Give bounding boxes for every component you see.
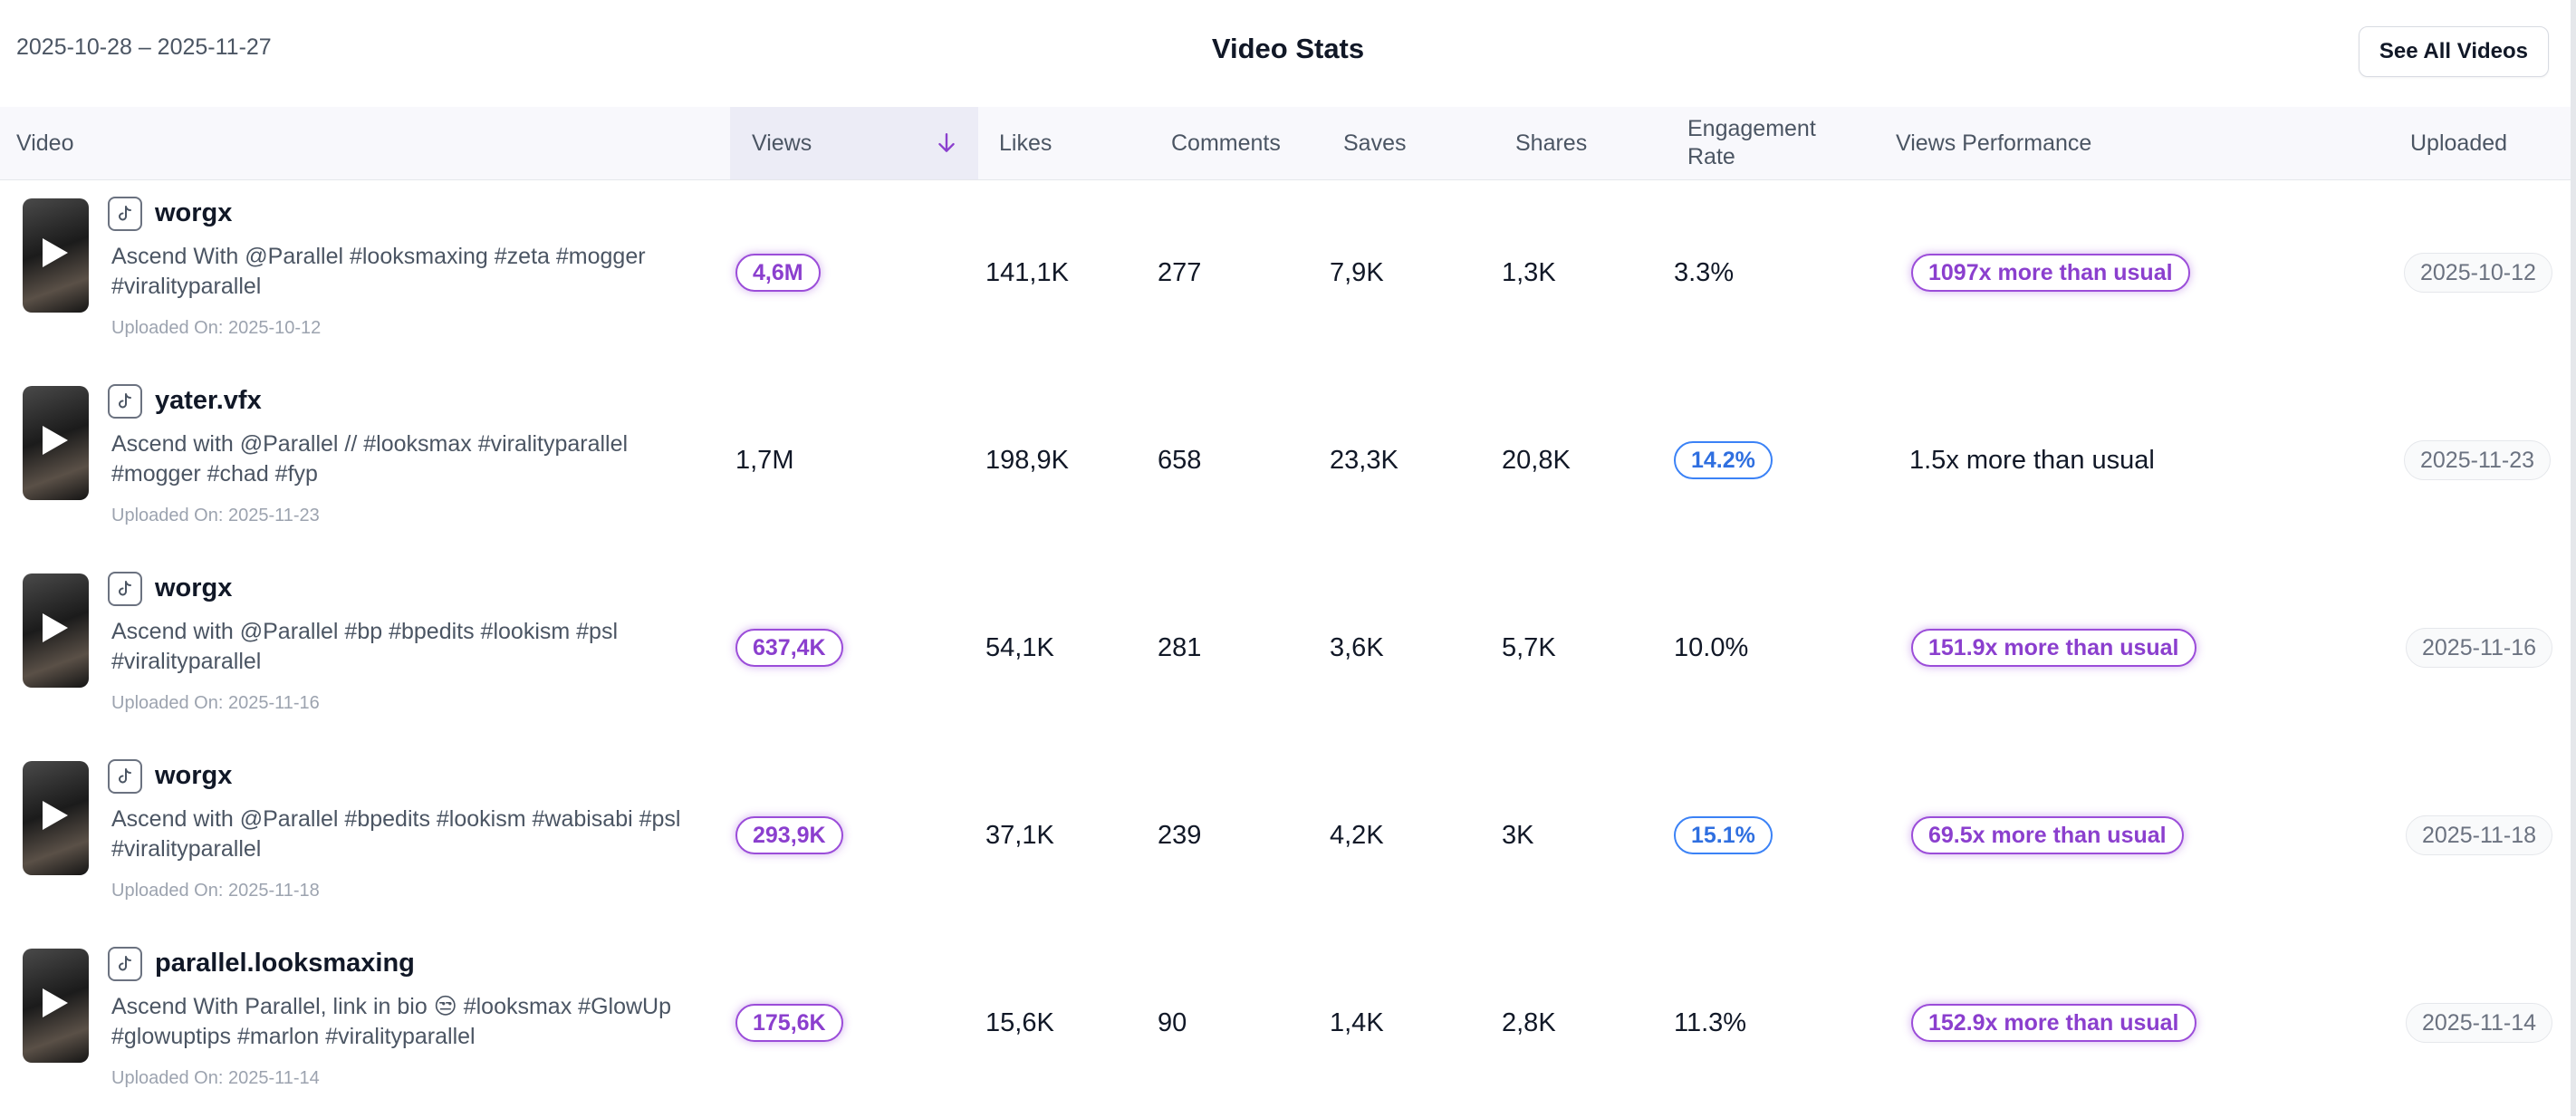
table-row[interactable]: yater.vfx Ascend with @Parallel // #look… xyxy=(0,368,2571,555)
play-icon xyxy=(43,801,68,830)
views-performance-value: 69.5x more than usual xyxy=(1911,816,2184,854)
see-all-videos-button[interactable]: See All Videos xyxy=(2358,26,2549,77)
column-header-views-label: Views xyxy=(752,130,812,156)
saves-value: 23,3K xyxy=(1330,446,1399,475)
play-icon xyxy=(43,613,68,642)
tiktok-icon xyxy=(108,197,142,231)
engagement-rate-value: 3.3% xyxy=(1674,258,1735,287)
views-value: 175,6K xyxy=(735,1004,843,1042)
video-caption: Ascend With @Parallel #looksmaxing #zeta… xyxy=(111,244,646,299)
tiktok-icon xyxy=(108,572,142,606)
play-icon xyxy=(43,988,68,1017)
likes-value: 198,9K xyxy=(985,446,1069,475)
video-caption: Ascend with @Parallel #bp #bpedits #look… xyxy=(111,619,619,674)
top-bar: 2025-10-28 – 2025-11-27 Video Stats See … xyxy=(0,0,2576,108)
saves-value: 7,9K xyxy=(1330,258,1384,287)
author-name[interactable]: parallel.looksmaxing xyxy=(155,949,415,978)
table-header: Video Views Likes Comments Saves Shares … xyxy=(0,107,2571,180)
comments-value: 90 xyxy=(1158,1008,1187,1037)
views-value: 1,7M xyxy=(735,446,794,475)
column-header-views[interactable]: Views xyxy=(730,107,978,179)
column-header-views-performance[interactable]: Views Performance xyxy=(1896,130,2092,156)
views-performance-value: 1097x more than usual xyxy=(1911,254,2190,292)
uploaded-on-label: Uploaded On: 2025-11-18 xyxy=(111,881,320,901)
likes-value: 54,1K xyxy=(985,633,1054,662)
views-performance-value: 1.5x more than usual xyxy=(1909,446,2155,475)
table-row[interactable]: worgx Ascend with @Parallel #bpedits #lo… xyxy=(0,743,2571,930)
author-name[interactable]: worgx xyxy=(155,198,233,227)
shares-value: 20,8K xyxy=(1502,446,1571,475)
column-header-saves[interactable]: Saves xyxy=(1343,130,1407,156)
column-header-likes[interactable]: Likes xyxy=(999,130,1053,156)
play-icon xyxy=(43,238,68,267)
shares-value: 5,7K xyxy=(1502,633,1556,662)
uploaded-on-label: Uploaded On: 2025-10-12 xyxy=(111,318,322,338)
tiktok-icon xyxy=(108,384,142,419)
video-caption: Ascend with @Parallel #bpedits #lookism … xyxy=(111,806,681,862)
tiktok-icon xyxy=(108,759,142,794)
comments-value: 239 xyxy=(1158,821,1202,850)
uploaded-date: 2025-11-23 xyxy=(2404,440,2552,480)
video-stats-table: Video Views Likes Comments Saves Shares … xyxy=(0,107,2571,1118)
column-header-uploaded[interactable]: Uploaded xyxy=(2410,130,2508,156)
tiktok-icon xyxy=(108,947,142,981)
shares-value: 3K xyxy=(1502,821,1534,850)
views-value: 4,6M xyxy=(735,254,821,292)
video-caption: Ascend with @Parallel // #looksmax #vira… xyxy=(111,431,629,487)
video-caption: Ascend With Parallel, link in bio 😒 #loo… xyxy=(111,994,671,1049)
engagement-rate-value: 10.0% xyxy=(1674,633,1749,662)
vertical-scrollbar[interactable] xyxy=(2571,0,2576,1116)
video-thumbnail[interactable] xyxy=(23,573,89,688)
saves-value: 3,6K xyxy=(1330,633,1384,662)
column-header-comments[interactable]: Comments xyxy=(1171,130,1281,156)
views-performance-value: 151.9x more than usual xyxy=(1911,629,2196,667)
engagement-rate-value: 14.2% xyxy=(1674,441,1773,479)
arrow-down-icon xyxy=(938,133,955,152)
page-title: Video Stats xyxy=(1211,33,1365,64)
play-icon xyxy=(43,426,68,455)
video-thumbnail[interactable] xyxy=(23,761,89,875)
video-thumbnail[interactable] xyxy=(23,386,89,500)
uploaded-date: 2025-11-18 xyxy=(2406,815,2553,855)
author-name[interactable]: worgx xyxy=(155,573,233,602)
table-row[interactable]: worgx Ascend with @Parallel #bp #bpedits… xyxy=(0,555,2571,743)
uploaded-on-label: Uploaded On: 2025-11-16 xyxy=(111,693,320,713)
saves-value: 1,4K xyxy=(1330,1008,1384,1037)
views-value: 637,4K xyxy=(735,629,843,667)
shares-value: 2,8K xyxy=(1502,1008,1556,1037)
comments-value: 281 xyxy=(1158,633,1202,662)
column-header-video[interactable]: Video xyxy=(16,130,74,156)
uploaded-date: 2025-11-14 xyxy=(2406,1003,2553,1043)
views-value: 293,9K xyxy=(735,816,843,854)
table-row[interactable]: parallel.looksmaxing Ascend With Paralle… xyxy=(0,930,2571,1118)
saves-value: 4,2K xyxy=(1330,821,1384,850)
table-row[interactable]: worgx Ascend With @Parallel #looksmaxing… xyxy=(0,180,2571,368)
author-name[interactable]: yater.vfx xyxy=(155,386,262,415)
likes-value: 15,6K xyxy=(985,1008,1054,1037)
uploaded-date: 2025-11-16 xyxy=(2406,628,2553,668)
shares-value: 1,3K xyxy=(1502,258,1556,287)
uploaded-date: 2025-10-12 xyxy=(2404,253,2552,293)
likes-value: 141,1K xyxy=(985,258,1069,287)
column-header-shares[interactable]: Shares xyxy=(1515,130,1588,156)
likes-value: 37,1K xyxy=(985,821,1054,850)
uploaded-on-label: Uploaded On: 2025-11-23 xyxy=(111,506,320,525)
comments-value: 658 xyxy=(1158,446,1202,475)
uploaded-on-label: Uploaded On: 2025-11-14 xyxy=(111,1068,320,1088)
engagement-rate-value: 15.1% xyxy=(1674,816,1773,854)
engagement-rate-value: 11.3% xyxy=(1674,1008,1747,1037)
date-range: 2025-10-28 – 2025-11-27 xyxy=(16,34,272,60)
video-thumbnail[interactable] xyxy=(23,949,89,1063)
author-name[interactable]: worgx xyxy=(155,761,233,790)
column-header-engagement-rate[interactable]: Engagement Rate xyxy=(1687,116,1816,169)
views-performance-value: 152.9x more than usual xyxy=(1911,1004,2196,1042)
video-thumbnail[interactable] xyxy=(23,198,89,313)
comments-value: 277 xyxy=(1158,258,1202,287)
